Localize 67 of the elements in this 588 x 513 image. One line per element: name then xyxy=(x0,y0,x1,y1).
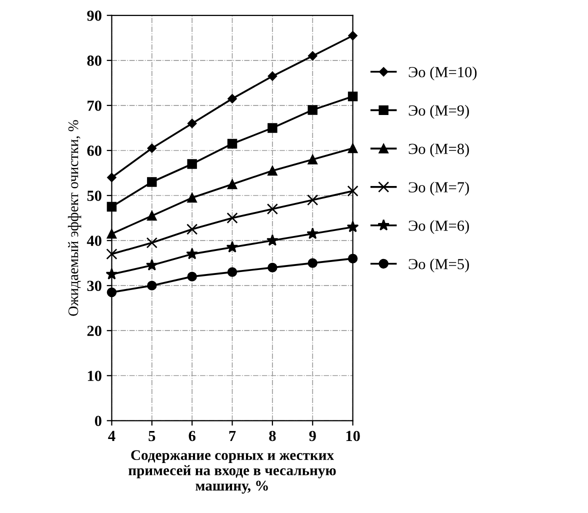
y-tick-label: 90 xyxy=(87,10,102,21)
point xyxy=(307,194,318,206)
point xyxy=(147,280,157,290)
legend-label: Эо (M=9) xyxy=(408,104,469,119)
x-tick-label: 9 xyxy=(309,430,316,442)
point xyxy=(266,234,278,246)
y-axis-title: Ожидаемый эффект очистки, % xyxy=(68,120,82,316)
point xyxy=(186,248,198,260)
point xyxy=(147,210,157,221)
x-axis-title: Содержание сорных и жестких примесей на входе в чесальную машину, % xyxy=(128,450,336,494)
x-tick-label: 7 xyxy=(229,430,236,441)
point xyxy=(106,287,117,298)
legend-label: Эо (M=6) xyxy=(408,220,469,234)
point xyxy=(146,259,158,270)
point xyxy=(348,143,358,154)
point xyxy=(146,237,158,248)
point xyxy=(268,166,278,176)
point xyxy=(147,144,157,153)
point xyxy=(227,179,238,190)
point xyxy=(348,254,358,264)
y-tick-label: 0 xyxy=(94,416,102,426)
x-tick-label: 6 xyxy=(188,430,196,442)
legend-label: Эо (M=8) xyxy=(408,143,469,158)
x-tick-label: 4 xyxy=(108,430,116,441)
legend-label: Эо (M=7) xyxy=(408,182,469,196)
point xyxy=(106,248,118,260)
point xyxy=(106,202,117,212)
point xyxy=(308,258,318,268)
point xyxy=(186,224,198,235)
y-tick-label: 10 xyxy=(88,370,102,382)
x-tick-label: 5 xyxy=(148,430,156,442)
point xyxy=(348,31,358,40)
point xyxy=(106,268,118,280)
point xyxy=(306,228,319,239)
point xyxy=(227,267,238,277)
y-tick-label: 80 xyxy=(87,56,102,66)
point xyxy=(308,154,318,164)
y-tick-label: 20 xyxy=(87,326,102,336)
point xyxy=(226,241,238,252)
point xyxy=(226,212,238,224)
point xyxy=(187,192,197,203)
point xyxy=(308,105,318,115)
point xyxy=(227,138,238,149)
point xyxy=(228,94,237,104)
point xyxy=(268,123,278,133)
point xyxy=(187,118,197,128)
point xyxy=(308,51,318,61)
y-tick-label: 40 xyxy=(86,236,102,246)
point xyxy=(346,220,359,232)
point xyxy=(266,203,278,215)
point xyxy=(187,159,197,169)
y-tick-label: 70 xyxy=(88,100,102,111)
y-tick-label: 60 xyxy=(87,146,102,156)
point xyxy=(348,92,358,102)
point xyxy=(187,272,197,282)
point xyxy=(147,177,157,187)
point xyxy=(268,262,278,272)
point xyxy=(347,185,358,197)
point xyxy=(268,72,278,81)
point xyxy=(107,172,116,182)
x-tick-label: 8 xyxy=(269,430,276,442)
x-tick-label: 10 xyxy=(346,430,360,442)
legend-label: Эо (M=5) xyxy=(408,258,469,272)
legend-label: Эо (M=10) xyxy=(408,66,477,80)
point xyxy=(106,228,117,239)
y-tick-label: 30 xyxy=(87,280,102,292)
y-tick-label: 50 xyxy=(87,190,102,201)
